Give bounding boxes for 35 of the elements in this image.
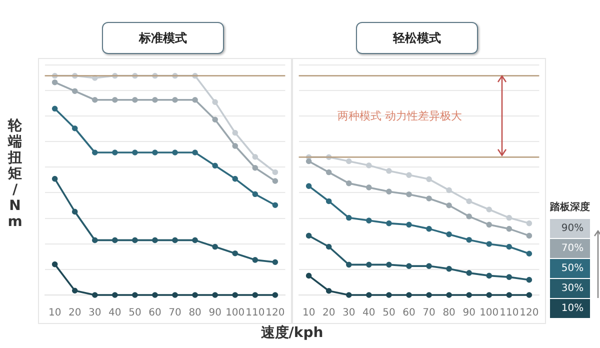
x-tick-label: 100 xyxy=(480,308,499,319)
x-axis-title: 速度/kph xyxy=(260,324,324,342)
x-tick-label: 110 xyxy=(246,308,265,319)
legend-label: 90% xyxy=(559,219,590,238)
text: 两种模式 动力性差异极大 xyxy=(338,109,462,122)
x-tick-label: 40 xyxy=(362,308,376,319)
x-tick-label: 50 xyxy=(128,308,142,319)
x-tick-label: 90 xyxy=(208,308,222,319)
chart-title: 标准模式 xyxy=(102,22,224,54)
x-tick-label: 70 xyxy=(422,308,436,319)
x-tick-label: 10 xyxy=(302,308,316,319)
y-axis-title: 轮端扭矩/Nm xyxy=(6,118,24,230)
x-tick-label: 80 xyxy=(188,308,202,319)
x-tick-label: 20 xyxy=(322,308,336,319)
chart-title: 轻松模式 xyxy=(356,22,478,54)
x-tick-label: 110 xyxy=(500,308,519,319)
x-tick-label: 90 xyxy=(462,308,476,319)
x-tick-label: 20 xyxy=(68,308,82,319)
legend-title: 踏板深度 xyxy=(550,200,591,214)
legend-label: 10% xyxy=(559,299,590,318)
x-tick-label: 30 xyxy=(88,308,102,319)
legend-label: 30% xyxy=(559,279,590,298)
x-tick-label: 120 xyxy=(266,308,285,319)
legend-label: 50% xyxy=(559,259,590,278)
x-tick-label: 40 xyxy=(108,308,122,319)
x-tick-label: 120 xyxy=(520,308,539,319)
x-tick-label: 80 xyxy=(442,308,456,319)
x-tick-label: 60 xyxy=(148,308,162,319)
x-tick-label: 60 xyxy=(402,308,416,319)
x-tick-label: 100 xyxy=(226,308,245,319)
x-tick-label: 10 xyxy=(48,308,62,319)
x-tick-label: 70 xyxy=(168,308,182,319)
x-tick-label: 50 xyxy=(382,308,396,319)
x-tick-label: 30 xyxy=(342,308,356,319)
legend-label: 70% xyxy=(559,239,590,258)
